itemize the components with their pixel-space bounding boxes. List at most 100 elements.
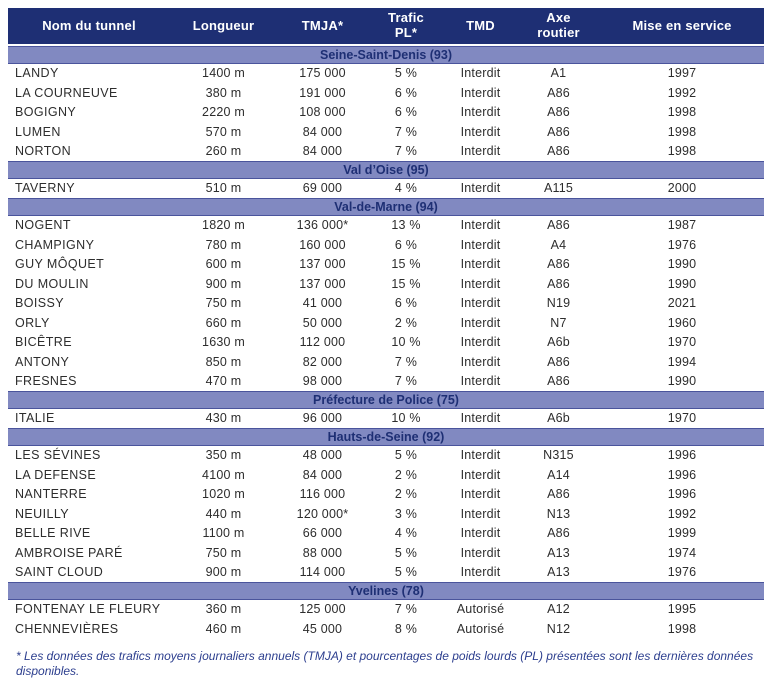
table-row: LA COURNEUVE 380 m 191 000 6 % Interdit A86 19…	[8, 83, 764, 103]
table-row: SAINT CLOUD 900 m 114 000 5 % Interdit A13 197…	[8, 563, 764, 583]
length-cell: 850 m	[205, 354, 242, 369]
tunnel-name-cell: ANTONY	[15, 354, 70, 369]
section-title: Hauts-de-Seine (92)	[8, 428, 764, 446]
table-row: ANTONY 850 m 82 000 7 % Interdit A86 1994	[8, 352, 764, 372]
tmd-cell: Autorisé	[456, 602, 505, 617]
tmd-cell: Interdit	[460, 105, 501, 120]
mise-en-service-cell: 1996	[667, 467, 697, 482]
tunnel-name-cell: GUY MÔQUET	[15, 257, 105, 272]
table-row: DU MOULIN 900 m 137 000 15 % Interdit A86 1990	[8, 274, 764, 294]
mise-en-service-cell: 1997	[667, 66, 697, 81]
axe-routier-cell: A4	[550, 237, 567, 252]
tunnel-name-cell: LA COURNEUVE	[15, 85, 118, 100]
table-row: LES SÉVINES 350 m 48 000 5 % Interdit N315 199…	[8, 446, 764, 466]
section-band: Yvelines (78)	[8, 582, 764, 600]
length-cell: 780 m	[205, 237, 242, 252]
column-header-mise-en-service-cell: Mise en service	[600, 8, 764, 46]
axe-routier-cell: A86	[547, 257, 570, 272]
trafic-pl-cell: 2 %	[394, 467, 418, 482]
axe-routier-cell: N315	[543, 448, 574, 463]
section-band: Seine-Saint-Denis (93)	[8, 46, 764, 64]
axe-routier-cell: A6b	[547, 335, 570, 350]
trafic-pl-cell: 8 %	[394, 621, 418, 636]
axe-routier-cell: A86	[547, 105, 570, 120]
tmja-cell: 136 000*	[296, 218, 349, 233]
mise-en-service-cell: 1996	[667, 448, 697, 463]
mise-en-service-cell: 1970	[667, 335, 697, 350]
mise-en-service-cell: 1992	[667, 85, 697, 100]
section-title: Val-de-Marne (94)	[8, 198, 764, 216]
tunnel-name-cell: FONTENAY LE FLEURY	[15, 602, 161, 617]
length-cell: 1400 m	[202, 66, 245, 81]
tunnel-name-cell: BOISSY	[15, 296, 64, 311]
tmd-cell: Interdit	[460, 335, 501, 350]
tmja-cell: 84 000	[302, 144, 343, 159]
tmja-cell: 50 000	[302, 315, 343, 330]
mise-en-service-cell: 1974	[667, 545, 697, 560]
mise-en-service-cell: 1996	[667, 487, 697, 502]
section-title: Préfecture de Police (75)	[8, 391, 764, 409]
axe-routier-cell: A86	[547, 354, 570, 369]
mise-en-service-cell: 2021	[667, 296, 697, 311]
table-row: NEUILLY 440 m 120 000* 3 % Interdit N13 1992	[8, 504, 764, 524]
trafic-pl-cell: 10 %	[391, 411, 421, 426]
length-cell: 260 m	[205, 144, 242, 159]
tmja-cell: 175 000	[299, 66, 346, 81]
trafic-pl-cell: 13 %	[391, 218, 421, 233]
tunnel-name-cell: NOGENT	[15, 218, 71, 233]
footnote: * Les données des trafics moyens journal…	[16, 648, 754, 679]
length-cell: 750 m	[205, 296, 242, 311]
trafic-pl-cell: 7 %	[394, 354, 418, 369]
tunnel-name-cell: FRESNES	[15, 374, 77, 389]
tmja-cell: 125 000	[299, 602, 346, 617]
trafic-pl-cell: 7 %	[394, 602, 418, 617]
table-row: FONTENAY LE FLEURY 360 m 125 000 7 % Autoris…	[8, 600, 764, 620]
table-row: BELLE RIVE 1100 m 66 000 4 % Interdit A86 1999	[8, 524, 764, 544]
trafic-pl-cell: 5 %	[394, 565, 418, 580]
tunnel-name-cell: LUMEN	[15, 124, 61, 139]
column-header-trafic-pl-cell: Trafic PL*	[368, 8, 444, 46]
trafic-pl-cell: 2 %	[394, 487, 418, 502]
tunnel-name-cell: ORLY	[15, 315, 50, 330]
trafic-pl-cell: 4 %	[394, 181, 418, 196]
table-row: LUMEN 570 m 84 000 7 % Interdit A86 1998	[8, 122, 764, 142]
column-header-tunnel-name-cell: Nom du tunnel	[8, 8, 170, 46]
table-row: LANDY 1400 m 175 000 5 % Interdit A1 1997	[8, 64, 764, 84]
axe-routier-cell: A86	[547, 526, 570, 541]
length-cell: 1020 m	[202, 487, 245, 502]
tmja-cell: 41 000	[302, 296, 343, 311]
mise-en-service-cell: 1998	[667, 105, 697, 120]
length-cell: 360 m	[205, 602, 242, 617]
axe-routier-cell: A13	[547, 565, 570, 580]
mise-en-service-cell: 1998	[667, 144, 697, 159]
trafic-pl-cell: 6 %	[394, 296, 418, 311]
tunnel-name-cell: CHENNEVIÈRES	[15, 621, 119, 636]
mise-en-service-cell: 1976	[667, 237, 697, 252]
tunnel-name-cell: NORTON	[15, 144, 72, 159]
axe-routier-cell: A86	[547, 124, 570, 139]
table-row: NANTERRE 1020 m 116 000 2 % Interdit A86 1996	[8, 485, 764, 505]
table-row: NORTON 260 m 84 000 7 % Interdit A86 1998	[8, 142, 764, 162]
tmd-cell: Interdit	[460, 374, 501, 389]
tmd-cell: Interdit	[460, 467, 501, 482]
tmd-cell: Interdit	[460, 487, 501, 502]
axe-routier-cell: A86	[547, 144, 570, 159]
mise-en-service-cell: 1987	[667, 218, 697, 233]
tunnel-name-cell: BELLE RIVE	[15, 526, 91, 541]
trafic-pl-cell: 10 %	[391, 335, 421, 350]
mise-en-service-cell: 1998	[667, 124, 697, 139]
length-cell: 380 m	[205, 85, 242, 100]
table-row: FRESNES 470 m 98 000 7 % Interdit A86 1990	[8, 372, 764, 392]
tmja-cell: 191 000	[299, 85, 346, 100]
tmja-cell: 88 000	[302, 545, 343, 560]
table-row: CHAMPIGNY 780 m 160 000 6 % Interdit A4 1976	[8, 235, 764, 255]
axe-routier-cell: N7	[550, 315, 567, 330]
table-row: CHENNEVIÈRES 460 m 45 000 8 % Autorisé N12 199…	[8, 619, 764, 639]
mise-en-service-cell: 1990	[667, 374, 697, 389]
column-header-tmd-cell: TMD	[444, 8, 517, 46]
axe-routier-cell: A1	[550, 66, 567, 81]
tmd-cell: Autorisé	[456, 621, 505, 636]
tmd-cell: Interdit	[460, 448, 501, 463]
axe-routier-cell: A86	[547, 218, 570, 233]
